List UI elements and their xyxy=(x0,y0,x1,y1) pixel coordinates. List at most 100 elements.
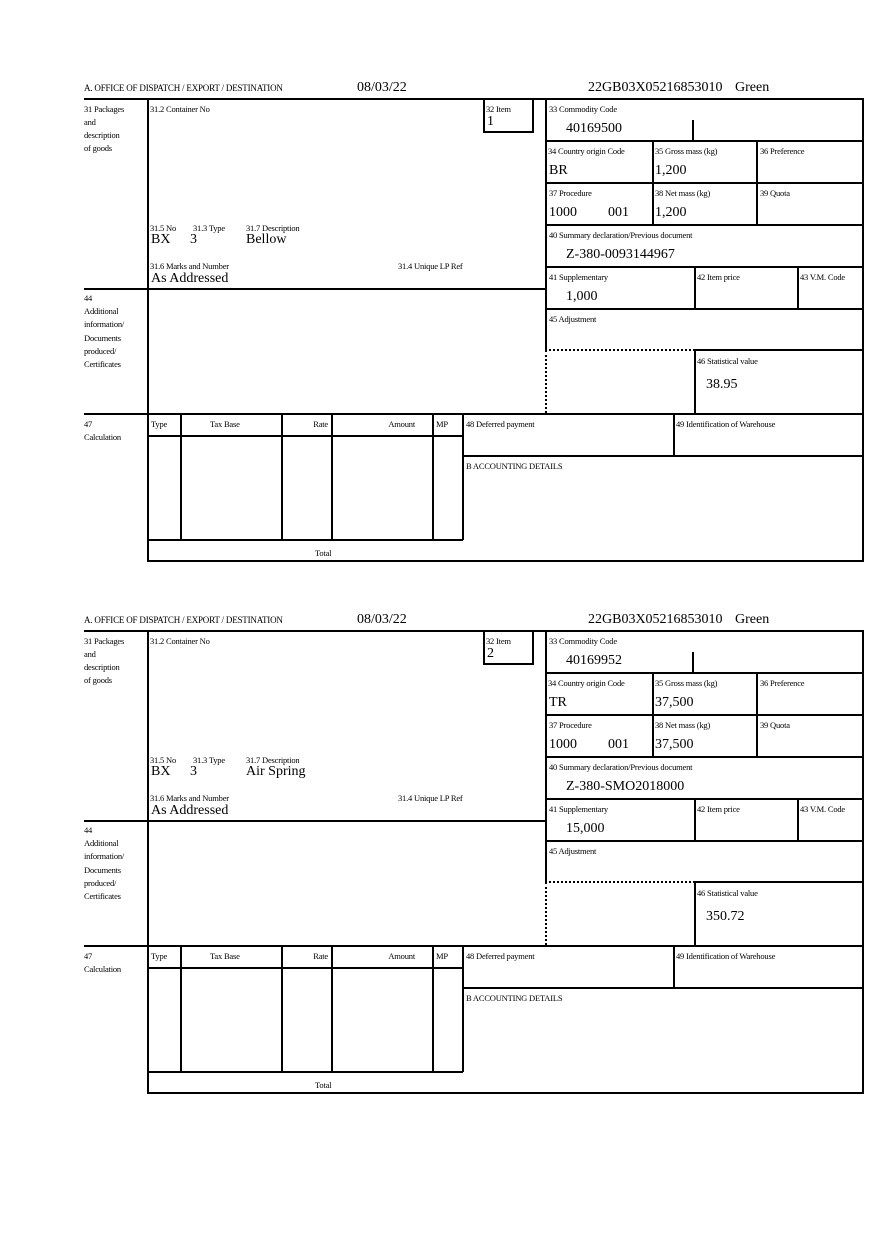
divider xyxy=(694,350,696,413)
additional-label: Certificates xyxy=(84,359,121,369)
divider xyxy=(432,413,434,540)
divider xyxy=(483,131,534,133)
divider xyxy=(532,630,534,664)
procedure-value: 1000 xyxy=(549,737,577,752)
gross-mass-label: 35 Gross mass (kg) xyxy=(655,678,718,688)
divider xyxy=(545,881,695,883)
procedure-value: 1000 xyxy=(549,205,577,220)
divider xyxy=(695,881,863,883)
divider xyxy=(545,756,863,758)
description-value: Air Spring xyxy=(246,764,306,779)
commodity-value: 40169500 xyxy=(566,121,622,136)
accounting-details-label: B ACCOUNTING DETAILS xyxy=(466,993,563,1003)
type-value: 3 xyxy=(190,764,197,779)
divider xyxy=(545,266,863,268)
additional-label: Additional xyxy=(84,838,119,848)
supplementary-value: 1,000 xyxy=(566,289,598,304)
divider xyxy=(695,349,863,351)
divider xyxy=(432,945,434,1072)
divider xyxy=(694,798,696,840)
route-status: Green xyxy=(735,80,770,95)
col-type: Type xyxy=(151,951,168,961)
preference-label: 36 Preference xyxy=(760,146,805,156)
item-value: 1 xyxy=(487,114,494,129)
warehouse-label: 49 Identification of Warehouse xyxy=(676,419,776,429)
divider xyxy=(545,349,695,351)
container-no-label: 31.2 Container No xyxy=(150,104,210,114)
divider xyxy=(180,413,182,540)
office-heading: A. OFFICE OF DISPATCH / EXPORT / DESTINA… xyxy=(84,615,283,625)
unique-ref-label: 31.4 Unique LP Ref xyxy=(398,261,463,271)
net-mass-value: 1,200 xyxy=(655,205,687,220)
divider xyxy=(147,435,463,437)
reference-number: 22GB03X05216853010 xyxy=(588,80,723,95)
marks-value: As Addressed xyxy=(151,271,229,286)
supplementary-label: 41 Supplementary xyxy=(549,272,608,282)
procedure-extra-value: 001 xyxy=(608,205,629,220)
col-tax-base: Tax Base xyxy=(210,951,240,961)
country-value: TR xyxy=(549,695,567,710)
col-amount: Amount xyxy=(388,419,415,429)
divider xyxy=(652,672,654,756)
item-value: 2 xyxy=(487,646,494,661)
divider xyxy=(281,413,283,540)
divider xyxy=(532,98,534,132)
divider xyxy=(84,630,864,632)
net-mass-label: 38 Net mass (kg) xyxy=(655,720,711,730)
additional-label: Additional xyxy=(84,306,119,316)
vm-code-label: 43 V.M. Code xyxy=(800,272,845,282)
packages-label: description xyxy=(84,662,120,672)
divider xyxy=(483,663,534,665)
divider xyxy=(462,413,464,540)
commodity-label: 33 Commodity Code xyxy=(549,104,617,114)
total-label: Total xyxy=(315,548,332,558)
no-label: 31.5 No xyxy=(150,755,176,765)
divider xyxy=(652,140,654,224)
col-tax-base: Tax Base xyxy=(210,419,240,429)
calculation-label: Calculation xyxy=(84,964,121,974)
divider xyxy=(462,987,863,989)
summary-value: Z-380-0093144967 xyxy=(566,247,675,262)
packages-label: 31 Packages xyxy=(84,636,125,646)
additional-label: information/ xyxy=(84,851,125,861)
divider xyxy=(147,967,463,969)
divider xyxy=(462,945,464,1072)
commodity-label: 33 Commodity Code xyxy=(549,636,617,646)
item-label: 32 Item xyxy=(486,636,511,646)
divider xyxy=(281,945,283,1072)
item-price-label: 42 Item price xyxy=(697,272,740,282)
divider xyxy=(545,798,863,800)
divider xyxy=(462,455,863,457)
divider xyxy=(862,630,864,1094)
gross-mass-value: 1,200 xyxy=(655,163,687,178)
summary-label: 40 Summary declaration/Previous document xyxy=(549,762,693,772)
divider xyxy=(84,98,864,100)
divider xyxy=(545,224,863,226)
additional-label: produced/ xyxy=(84,346,117,356)
additional-label: produced/ xyxy=(84,878,117,888)
divider xyxy=(147,630,149,1094)
divider xyxy=(797,798,799,840)
customs-item-form: A. OFFICE OF DISPATCH / EXPORT / DESTINA… xyxy=(0,612,882,1102)
col-mp: MP xyxy=(436,951,448,961)
divider xyxy=(797,266,799,308)
additional-label: Documents xyxy=(84,865,121,875)
procedure-label: 37 Procedure xyxy=(549,720,592,730)
commodity-value: 40169952 xyxy=(566,653,622,668)
divider xyxy=(545,714,863,716)
packages-label: of goods xyxy=(84,675,112,685)
country-label: 34 Country origin Code xyxy=(548,146,625,156)
divider xyxy=(84,820,547,822)
additional-label: 44 xyxy=(84,825,93,835)
deferred-payment-label: 48 Deferred payment xyxy=(466,419,535,429)
summary-label: 40 Summary declaration/Previous document xyxy=(549,230,693,240)
divider xyxy=(545,308,863,310)
packages-label: and xyxy=(84,649,96,659)
country-label: 34 Country origin Code xyxy=(548,678,625,688)
gross-mass-value: 37,500 xyxy=(655,695,694,710)
description-value: Bellow xyxy=(246,232,287,247)
divider xyxy=(694,882,696,945)
divider xyxy=(84,945,864,947)
type-label: 31.3 Type xyxy=(193,223,225,233)
type-label: 31.3 Type xyxy=(193,755,225,765)
